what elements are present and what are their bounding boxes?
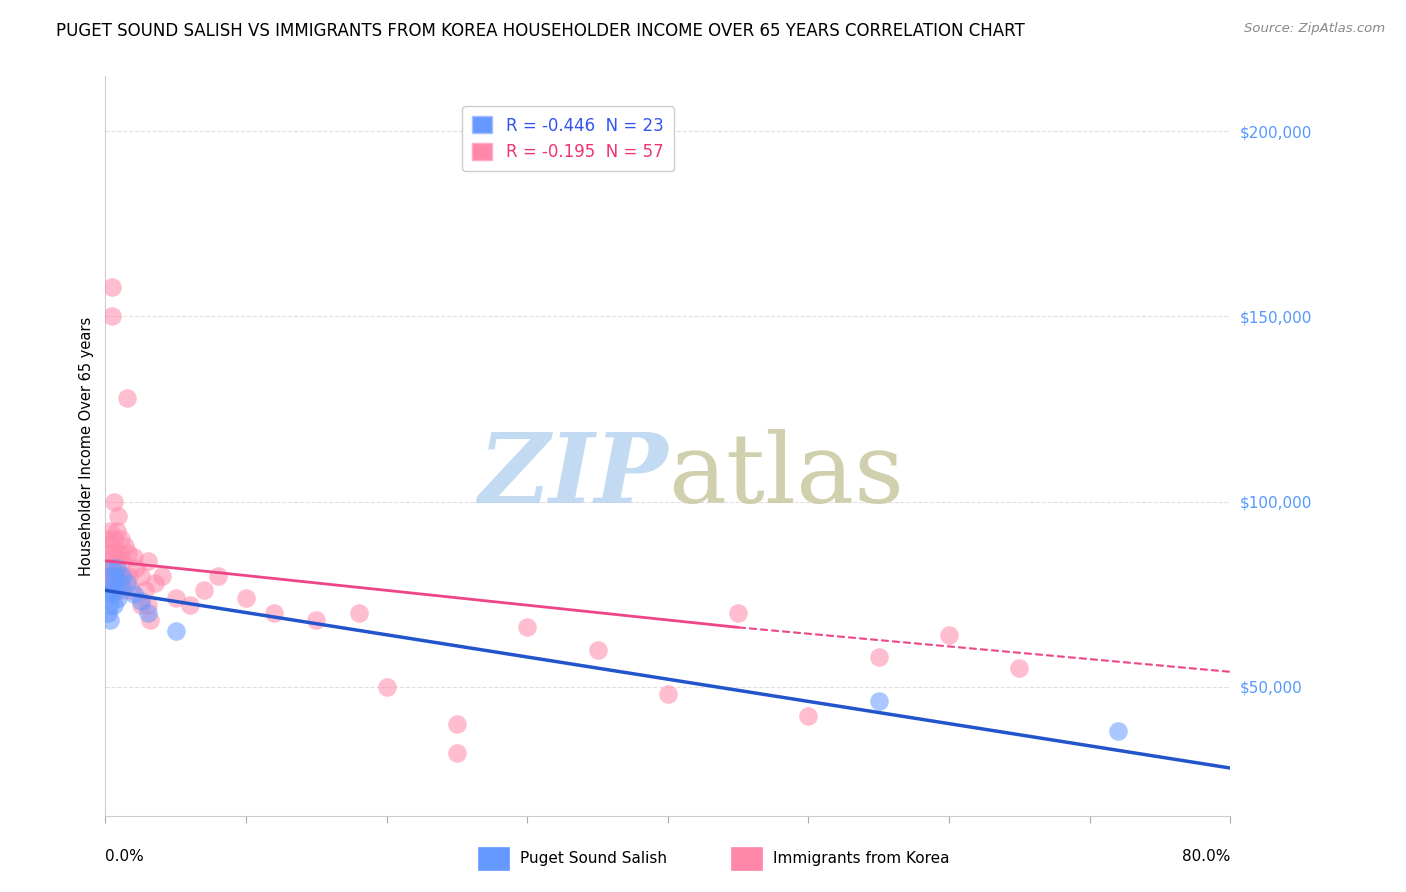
Point [139, 613, 162, 627]
Point [101, 310, 124, 324]
Point [104, 568, 127, 582]
Point [122, 587, 145, 601]
Point [98, 554, 121, 568]
Point [111, 568, 134, 582]
Point [120, 583, 142, 598]
Text: Source: ZipAtlas.com: Source: ZipAtlas.com [1244, 22, 1385, 36]
Y-axis label: Householder Income Over 65 years: Householder Income Over 65 years [79, 317, 94, 575]
Point [114, 539, 136, 553]
Point [125, 561, 148, 575]
Point [117, 546, 139, 560]
Point [193, 583, 215, 598]
Point [134, 583, 156, 598]
Point [136, 554, 159, 568]
Point [657, 687, 679, 701]
Point [105, 561, 128, 575]
Point [101, 280, 124, 294]
Point [108, 568, 131, 582]
Point [143, 576, 166, 591]
Point [108, 576, 131, 591]
Point [1107, 724, 1129, 739]
Point [179, 598, 201, 612]
Point [112, 568, 135, 582]
Point [235, 591, 257, 605]
Text: atlas: atlas [668, 429, 904, 523]
Point [104, 546, 127, 560]
Point [98, 524, 121, 538]
Point [115, 576, 138, 591]
Point [105, 583, 128, 598]
Point [129, 594, 152, 608]
Text: Immigrants from Korea: Immigrants from Korea [773, 851, 950, 865]
Point [107, 591, 129, 605]
Legend: R = -0.446  N = 23, R = -0.195  N = 57: R = -0.446 N = 23, R = -0.195 N = 57 [463, 106, 673, 171]
Point [103, 494, 125, 508]
Point [96, 587, 118, 601]
Point [97, 606, 120, 620]
Point [136, 606, 159, 620]
Point [108, 546, 131, 560]
Text: Puget Sound Salish: Puget Sound Salish [520, 851, 668, 865]
Point [586, 642, 609, 657]
Text: PUGET SOUND SALISH VS IMMIGRANTS FROM KOREA HOUSEHOLDER INCOME OVER 65 YEARS COR: PUGET SOUND SALISH VS IMMIGRANTS FROM KO… [56, 22, 1025, 40]
Point [96, 532, 118, 546]
Point [100, 568, 122, 582]
Point [103, 576, 125, 591]
Text: ZIP: ZIP [478, 429, 668, 523]
Point [727, 606, 749, 620]
Point [207, 568, 229, 582]
Point [103, 598, 125, 612]
Text: 80.0%: 80.0% [1182, 849, 1230, 863]
Point [111, 583, 134, 598]
Point [115, 391, 138, 405]
Point [110, 532, 132, 546]
Point [97, 576, 120, 591]
Point [105, 554, 128, 568]
Point [136, 598, 159, 612]
Point [122, 549, 145, 565]
Point [111, 554, 134, 568]
Point [129, 568, 152, 582]
Point [868, 694, 890, 708]
Point [797, 709, 820, 723]
Point [129, 598, 152, 612]
Point [516, 620, 538, 634]
Point [150, 568, 173, 582]
Point [1008, 661, 1031, 675]
Point [938, 628, 960, 642]
Point [103, 532, 125, 546]
Point [98, 598, 121, 612]
Point [97, 546, 120, 560]
Point [446, 716, 468, 731]
Point [100, 568, 122, 582]
Point [347, 606, 370, 620]
Point [305, 613, 328, 627]
Point [100, 539, 122, 553]
Point [101, 587, 124, 601]
Point [100, 583, 122, 598]
Point [98, 613, 121, 627]
Point [96, 561, 118, 575]
Point [263, 606, 285, 620]
Point [101, 561, 124, 575]
Point [375, 680, 398, 694]
Point [105, 524, 128, 538]
Point [165, 624, 187, 639]
Point [118, 568, 141, 582]
Point [107, 509, 129, 524]
Text: 0.0%: 0.0% [105, 849, 145, 863]
Point [104, 568, 127, 582]
Point [868, 650, 890, 665]
Point [165, 591, 187, 605]
Point [446, 746, 468, 760]
